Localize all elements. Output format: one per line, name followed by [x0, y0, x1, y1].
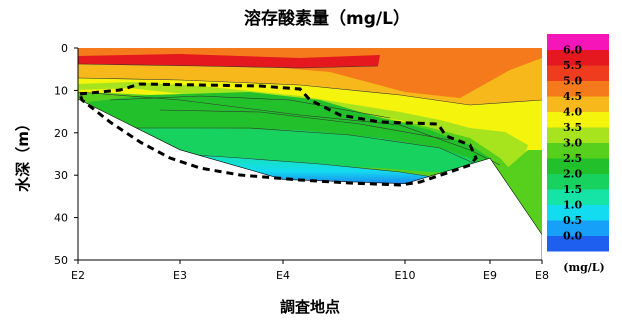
y-axis-ticks: 0 10 20 30 40 50	[54, 42, 78, 267]
colorbar-level-label: 0.5	[563, 214, 582, 227]
colorbar-level-label: 2.5	[563, 152, 582, 165]
colorbar-swatch	[547, 96, 609, 112]
colorbar-level-label: 3.0	[563, 137, 582, 150]
x-tick-label: E2	[71, 269, 85, 282]
band-4-0	[78, 78, 542, 200]
contour-field	[78, 48, 542, 260]
colorbar-level-label: 0.0	[563, 230, 582, 243]
colorbar-swatch	[547, 127, 609, 143]
colorbar-level-label: 4.0	[563, 106, 582, 119]
colorbar-level-label: 2.0	[563, 168, 582, 181]
x-tick-label: E4	[276, 269, 290, 282]
colorbar-level-label: 3.5	[563, 121, 582, 134]
seabed-mask	[78, 98, 542, 260]
colorbar-swatch	[547, 158, 609, 174]
band-2-0	[120, 128, 480, 172]
colorbar-level-label: 5.0	[563, 75, 582, 88]
x-tick-label: E10	[395, 269, 416, 282]
y-axis-label: 水深（m）	[14, 116, 32, 192]
colorbar-level-label: 1.0	[563, 199, 582, 212]
colorbar-swatch	[547, 204, 609, 221]
colorbar-level-label: 4.5	[563, 90, 582, 103]
y-tick-label: 20	[54, 127, 68, 140]
colorbar-swatch	[547, 142, 609, 159]
y-tick-label: 40	[54, 212, 68, 225]
x-axis-label: 調査地点	[280, 298, 340, 316]
colorbar: 0.0 0.5 1.0 1.5 2.0 2.5 3.0 3.5 4.0 4.5 5.0 5.5 6.0	[547, 34, 609, 252]
axes	[77, 48, 542, 261]
colorbar-swatch	[547, 189, 609, 205]
band-3-0-deep	[505, 150, 542, 228]
colorbar-level-label: 1.5	[563, 183, 582, 196]
colorbar-swatch	[547, 80, 609, 97]
low-oxygen-outline	[77, 82, 478, 187]
colorbar-swatch	[547, 49, 609, 66]
band-cold	[150, 152, 440, 190]
x-tick-label: E8	[535, 269, 549, 282]
y-tick-label: 30	[54, 169, 68, 182]
colorbar-level-label: 6.0	[563, 44, 582, 57]
x-tick-label: E3	[173, 269, 187, 282]
chart-title: 溶存酸素量（mg/L）	[244, 8, 410, 29]
colorbar-swatch	[547, 173, 609, 190]
y-tick-label: 10	[54, 84, 68, 97]
band-6-0	[78, 54, 380, 68]
colorbar-swatch	[547, 111, 609, 128]
y-tick-label: 50	[54, 254, 68, 267]
x-axis-ticks: E2 E3 E4 E10 E9 E8	[71, 260, 549, 282]
colorbar-swatch	[547, 34, 609, 50]
colorbar-swatch	[547, 235, 609, 252]
colorbar-unit: (mg/L)	[563, 261, 605, 274]
colorbar-swatch	[547, 220, 609, 236]
colorbar-swatch	[547, 65, 609, 81]
y-tick-label: 0	[61, 42, 68, 55]
x-tick-label: E9	[483, 269, 497, 282]
contour-lines	[78, 63, 542, 179]
colorbar-level-label: 5.5	[563, 59, 582, 72]
